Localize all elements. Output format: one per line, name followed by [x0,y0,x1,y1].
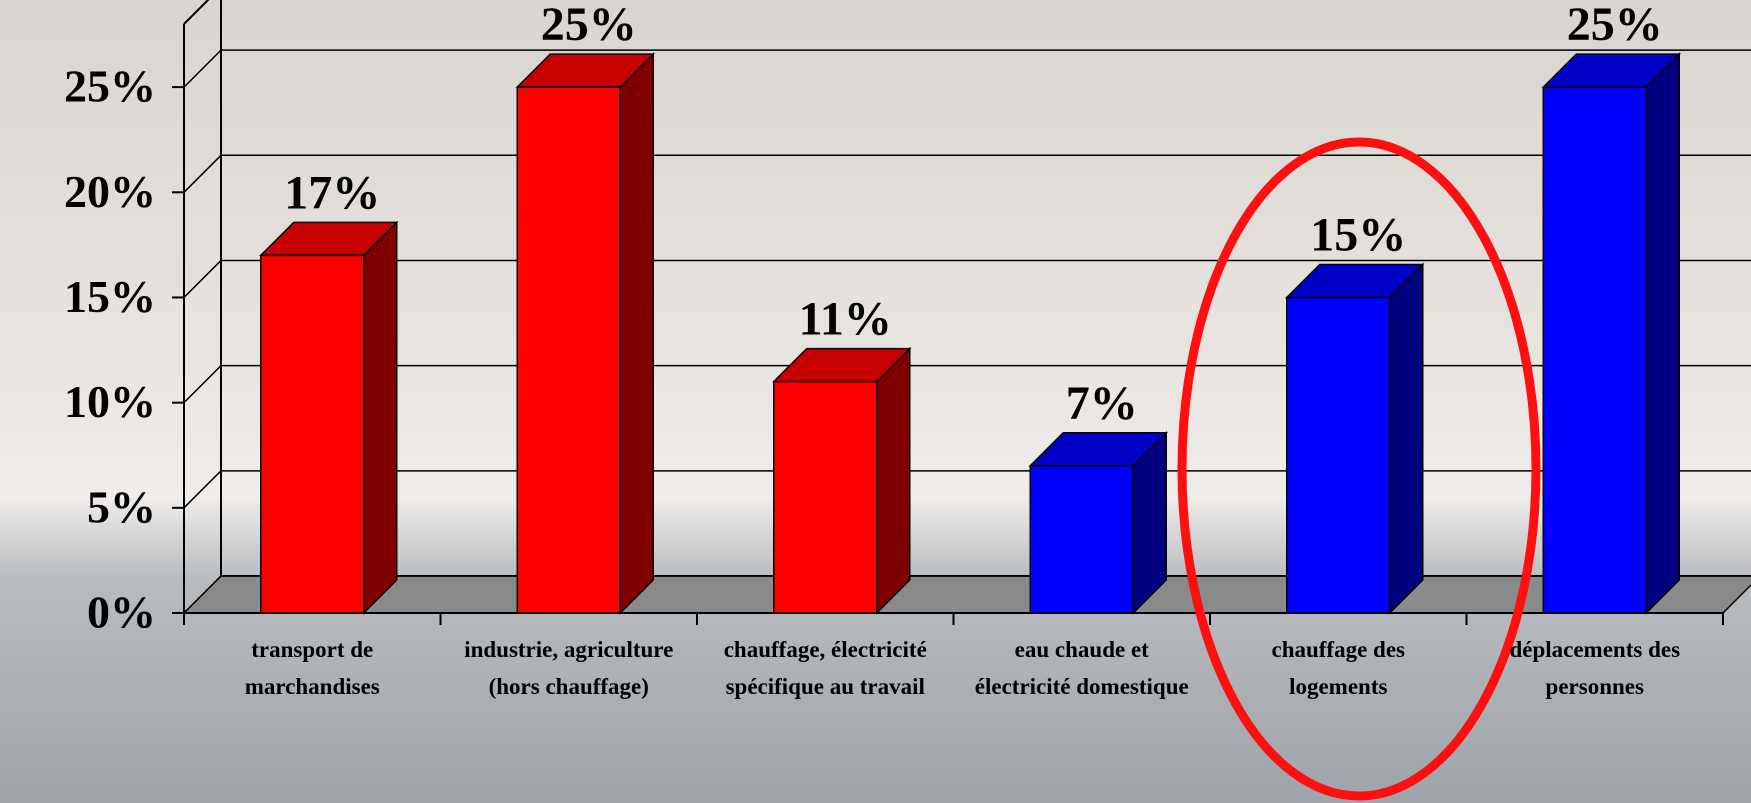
y-tick-label: 0% [87,587,156,638]
y-tick-label: 20% [64,166,156,217]
data-label: 25% [541,0,637,51]
side-wall-edge [183,0,210,25]
bar-side [1645,52,1680,615]
x-tick-label: eau chaude et électricité domestique [974,637,1189,699]
data-label: 7% [1066,377,1138,430]
x-tick-label: transport de marchandises [244,637,380,699]
y-tick-label: 10% [64,376,156,427]
bar [260,254,365,614]
bar [773,380,878,614]
y-tick-label: 15% [64,271,156,322]
data-label: 25% [1567,0,1663,51]
y-tick-label: 5% [87,481,156,532]
grid-line [183,470,222,509]
bar [1029,465,1134,614]
bar-side [619,52,654,615]
x-tick-label: chauffage, électricité spécifique au tra… [723,637,927,699]
grid-line [183,259,222,298]
bar-layer: 17% 25% 11% 7% 15% 25% [258,0,1682,615]
y-tick-label: 25% [64,61,156,112]
grid-line [183,154,222,193]
bar [516,86,621,614]
grid-line [183,49,222,88]
bar [1286,296,1391,614]
bar-side [363,220,398,615]
data-label: 15% [1310,208,1406,261]
grid-line [183,575,222,614]
x-tick-label: chauffage des logements [1271,637,1406,699]
grid-line [183,365,222,404]
bar [1542,86,1647,614]
x-tick-label: industrie, agriculture (hors chauffage) [464,637,674,699]
x-tick-label: déplacements des personnes [1509,637,1681,699]
data-label: 11% [799,293,892,346]
bar-side [876,346,911,615]
highlight-ellipse [1177,137,1541,801]
back-wall [220,0,1751,577]
data-label: 17% [284,166,380,219]
bar-side [1389,262,1424,615]
